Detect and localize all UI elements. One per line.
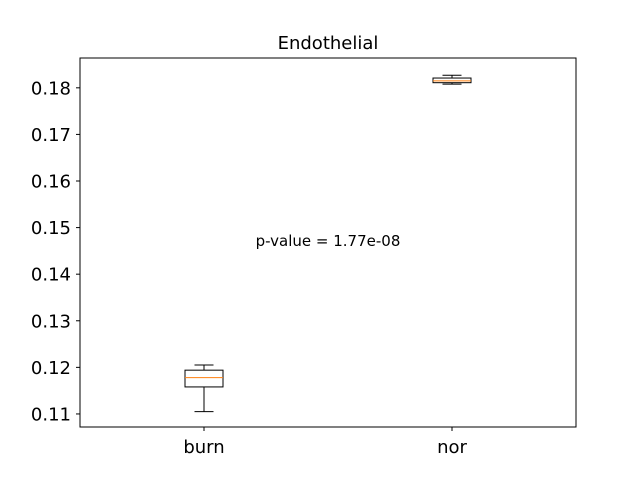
x-axis: burn nor <box>183 427 468 458</box>
y-tick-label: 0.16 <box>31 172 71 193</box>
y-tick-label: 0.17 <box>31 125 71 146</box>
y-tick-label: 0.15 <box>31 218 71 239</box>
y-axis: 0.11 0.12 0.13 0.14 0.15 0.16 0.17 0.18 <box>31 78 80 425</box>
y-tick-label: 0.13 <box>31 311 71 332</box>
y-tick-label: 0.12 <box>31 358 71 379</box>
p-value-annotation: p-value = 1.77e-08 <box>256 232 401 250</box>
box-burn <box>184 364 224 413</box>
plot-area-frame <box>79 57 577 428</box>
iqr-box <box>184 369 224 388</box>
box-nor <box>432 74 472 85</box>
x-tick-label: burn <box>183 437 224 458</box>
y-tick-label: 0.18 <box>31 78 71 99</box>
x-tick-label: nor <box>437 437 467 458</box>
y-tick-label: 0.11 <box>31 404 71 425</box>
y-tick-label: 0.14 <box>31 265 71 286</box>
chart-title: Endothelial <box>278 33 379 54</box>
boxes-layer <box>184 74 472 413</box>
